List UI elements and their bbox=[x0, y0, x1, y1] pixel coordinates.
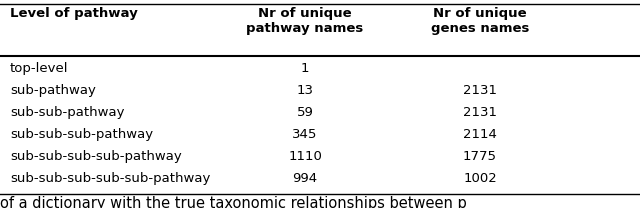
Text: of a dictionary with the true taxonomic relationships between p: of a dictionary with the true taxonomic … bbox=[0, 196, 467, 208]
Text: 1002: 1002 bbox=[463, 172, 497, 185]
Text: 2131: 2131 bbox=[463, 84, 497, 97]
Text: 345: 345 bbox=[292, 128, 317, 141]
Text: sub-sub-pathway: sub-sub-pathway bbox=[10, 106, 125, 119]
Text: 2114: 2114 bbox=[463, 128, 497, 141]
Text: 59: 59 bbox=[296, 106, 314, 119]
Text: 994: 994 bbox=[292, 172, 317, 185]
Text: 13: 13 bbox=[296, 84, 314, 97]
Text: 1775: 1775 bbox=[463, 150, 497, 163]
Text: sub-pathway: sub-pathway bbox=[10, 84, 96, 97]
Text: Nr of unique
pathway names: Nr of unique pathway names bbox=[246, 7, 364, 35]
Text: top-level: top-level bbox=[10, 62, 68, 75]
Text: sub-sub-sub-sub-sub-pathway: sub-sub-sub-sub-sub-pathway bbox=[10, 172, 211, 185]
Text: Nr of unique
genes names: Nr of unique genes names bbox=[431, 7, 529, 35]
Text: 1: 1 bbox=[301, 62, 309, 75]
Text: sub-sub-sub-sub-pathway: sub-sub-sub-sub-pathway bbox=[10, 150, 182, 163]
Text: Level of pathway: Level of pathway bbox=[10, 7, 138, 20]
Text: 1110: 1110 bbox=[288, 150, 322, 163]
Text: 2131: 2131 bbox=[463, 106, 497, 119]
Text: sub-sub-sub-pathway: sub-sub-sub-pathway bbox=[10, 128, 153, 141]
